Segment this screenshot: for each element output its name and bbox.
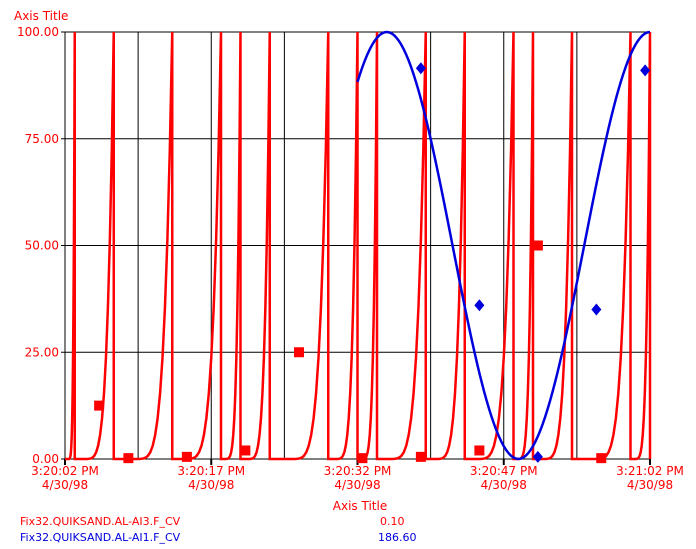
- series-ai3-marker: [181, 451, 192, 462]
- x-tick-time-label: 3:21:02 PM: [616, 464, 684, 478]
- series-ai3-marker: [94, 400, 105, 411]
- series-ai1-marker: [532, 450, 543, 463]
- series-ai1-marker: [415, 62, 426, 75]
- series-ai3-marker: [596, 453, 607, 464]
- series-ai3-marker: [532, 240, 543, 251]
- y-axis-title: Axis Title: [14, 9, 68, 23]
- x-tick-date-label: 4/30/98: [627, 478, 673, 492]
- y-tick-label: 100.00: [17, 25, 59, 39]
- series-ai3: [65, 31, 652, 464]
- legend-item-ai1: Fix32.QUIKSAND.AL-AI1.F_CV: [20, 531, 181, 544]
- legend-item-ai3: Fix32.QUIKSAND.AL-AI3.F_CV: [20, 515, 181, 528]
- y-tick-label: 0.00: [32, 452, 59, 466]
- y-tick-label: 75.00: [25, 132, 59, 146]
- x-axis: 3:20:02 PM4/30/983:20:17 PM4/30/983:20:3…: [31, 459, 684, 492]
- series-ai1-line: [356, 30, 651, 461]
- x-tick-time-label: 3:20:47 PM: [470, 464, 538, 478]
- x-tick-date-label: 4/30/98: [334, 478, 380, 492]
- x-tick-date-label: 4/30/98: [42, 478, 88, 492]
- series-ai3-marker: [123, 453, 134, 464]
- x-tick-date-label: 4/30/98: [188, 478, 234, 492]
- series-ai3-marker: [357, 453, 368, 464]
- series-ai1-marker: [474, 299, 485, 312]
- y-axis: 0.00 25.00 50.00 75.00 100.00: [17, 25, 65, 466]
- series-ai1: [356, 30, 651, 463]
- x-tick-date-label: 4/30/98: [481, 478, 527, 492]
- y-tick-label: 50.00: [25, 239, 59, 253]
- x-axis-title: Axis Title: [333, 499, 387, 513]
- series-ai1-marker: [640, 64, 651, 77]
- x-tick-time-label: 3:20:32 PM: [324, 464, 392, 478]
- series-ai3-marker: [415, 451, 426, 462]
- legend-value-ai1: 186.60: [378, 531, 417, 544]
- series-ai3-marker: [474, 445, 485, 456]
- y-tick-label: 25.00: [25, 345, 59, 359]
- series-ai3-marker: [240, 445, 251, 456]
- legend-value-ai3: 0.10: [380, 515, 405, 528]
- series-ai1-marker: [591, 303, 602, 316]
- x-tick-time-label: 3:20:02 PM: [31, 464, 99, 478]
- series-ai3-marker: [294, 347, 304, 358]
- x-tick-time-label: 3:20:17 PM: [177, 464, 245, 478]
